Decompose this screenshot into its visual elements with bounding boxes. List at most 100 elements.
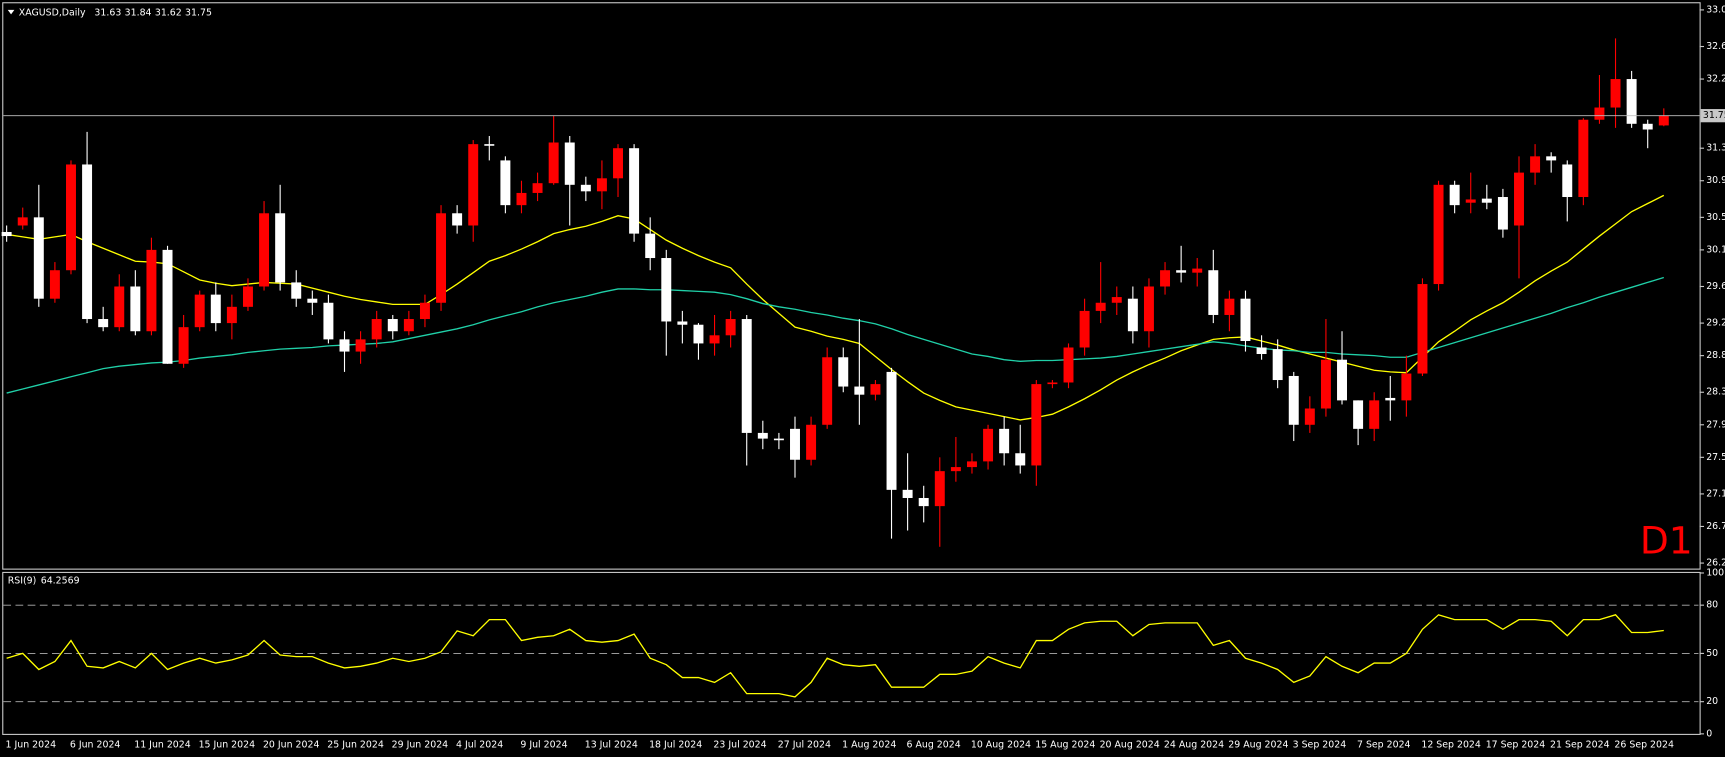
candle-body	[226, 306, 237, 324]
x-tick-label: 23 Jul 2024	[713, 739, 766, 750]
y-tick-label: 30.95	[1706, 175, 1725, 186]
candle-body	[516, 192, 527, 206]
candle-body	[484, 144, 495, 146]
candle-body	[854, 386, 865, 395]
x-tick-label: 6 Aug 2024	[907, 739, 961, 750]
candle-body	[114, 286, 125, 328]
candle-body	[548, 142, 559, 184]
candle-body	[66, 164, 76, 271]
candle-body	[1176, 270, 1187, 273]
y-tick-label: 27.95	[1706, 419, 1725, 430]
candle-body	[741, 319, 752, 433]
y-tick-label: 80	[1706, 600, 1718, 611]
candle-body	[1626, 79, 1637, 124]
x-tick-label: 4 Jul 2024	[456, 739, 503, 750]
candle-body	[1256, 347, 1267, 355]
y-tick-label: 30.10	[1706, 244, 1725, 255]
candle-body	[918, 497, 929, 507]
y-tick-label: 27.10	[1706, 488, 1725, 499]
x-tick-label: 6 Jun 2024	[70, 739, 121, 750]
candle-body	[178, 327, 189, 364]
x-tick-label: 15 Aug 2024	[1035, 739, 1095, 750]
candle-body	[596, 178, 607, 192]
candle-body	[82, 164, 93, 320]
x-tick-label: 10 Aug 2024	[971, 739, 1031, 750]
candle-body	[870, 384, 881, 395]
candle-body	[468, 144, 479, 226]
candle-body	[1288, 375, 1299, 425]
x-tick-label: 7 Sep 2024	[1357, 739, 1411, 750]
x-tick-label: 20 Aug 2024	[1100, 739, 1160, 750]
candle-body	[1642, 123, 1653, 130]
x-tick-label: 29 Aug 2024	[1228, 739, 1288, 750]
symbol-title: XAGUSD,Daily	[19, 7, 86, 18]
candle-body	[773, 438, 784, 441]
candle-body	[162, 249, 173, 364]
timeframe-label: D1	[1640, 519, 1693, 563]
y-tick-label: 32.60	[1706, 41, 1725, 52]
candle-body	[838, 357, 849, 387]
rsi-title: RSI(9)	[8, 575, 37, 586]
candle-body	[1, 231, 12, 237]
candle-body	[629, 148, 640, 234]
rsi-line	[6, 614, 1664, 698]
x-tick-label: 1 Aug 2024	[842, 739, 896, 750]
candle-body	[1063, 347, 1074, 383]
candle-body	[983, 428, 994, 462]
x-tick-label: 11 Jun 2024	[134, 739, 191, 750]
y-tick-label: 50	[1706, 648, 1718, 659]
candle-body	[500, 160, 511, 206]
candle-body	[275, 213, 286, 283]
candle-body	[1658, 115, 1669, 126]
x-tick-label: 20 Jun 2024	[263, 739, 320, 750]
candle-body	[387, 319, 398, 332]
y-tick-label: 20	[1706, 696, 1718, 707]
rsi-header: RSI(9) 64.2569	[8, 575, 80, 586]
y-tick-label: 31.35	[1706, 143, 1725, 154]
candle-body	[950, 467, 961, 472]
y-tick-label: 100	[1706, 567, 1724, 578]
candle-body	[709, 335, 720, 344]
x-tick-label: 3 Sep 2024	[1293, 739, 1347, 750]
candle-body	[436, 213, 447, 303]
candle-body	[1530, 156, 1541, 173]
candle-body	[822, 357, 833, 425]
collapse-arrow	[7, 9, 15, 15]
last-low: 31.62	[155, 7, 182, 18]
candle-body	[1047, 382, 1058, 385]
candle-body	[419, 302, 430, 320]
y-tick-label: 27.55	[1706, 452, 1725, 463]
last-high: 31.84	[125, 7, 152, 18]
candle-body	[1095, 302, 1106, 311]
candle-body	[1610, 79, 1621, 108]
x-tick-label: 27 Jul 2024	[778, 739, 831, 750]
candle-body	[1385, 397, 1396, 401]
price-label-box	[1700, 109, 1725, 123]
candle-body	[934, 471, 945, 507]
candle-body	[1481, 198, 1492, 203]
last-close: 31.75	[185, 7, 212, 18]
y-tick-label: 26.25	[1706, 558, 1725, 569]
candle-body	[307, 298, 318, 303]
x-tick-label: 29 Jun 2024	[392, 739, 449, 750]
x-tick-label: 13 Jul 2024	[585, 739, 638, 750]
candle-body	[355, 339, 366, 352]
candle-body	[242, 286, 253, 307]
candle-body	[564, 142, 575, 185]
candle-body	[339, 339, 350, 352]
x-tick-label: 9 Jul 2024	[520, 739, 567, 750]
candle-body	[886, 371, 897, 490]
x-tick-label: 12 Sep 2024	[1421, 739, 1481, 750]
candle-body	[1369, 400, 1380, 429]
candle-body	[580, 184, 591, 192]
y-tick-label: 28.80	[1706, 350, 1725, 361]
candle-body	[661, 258, 672, 322]
candle-body	[757, 432, 768, 439]
candle-body	[210, 294, 221, 324]
x-tick-label: 25 Jun 2024	[327, 739, 384, 750]
price-label: 31.75	[1703, 110, 1725, 121]
candle-body	[1224, 298, 1235, 315]
candle-body	[1433, 184, 1444, 285]
